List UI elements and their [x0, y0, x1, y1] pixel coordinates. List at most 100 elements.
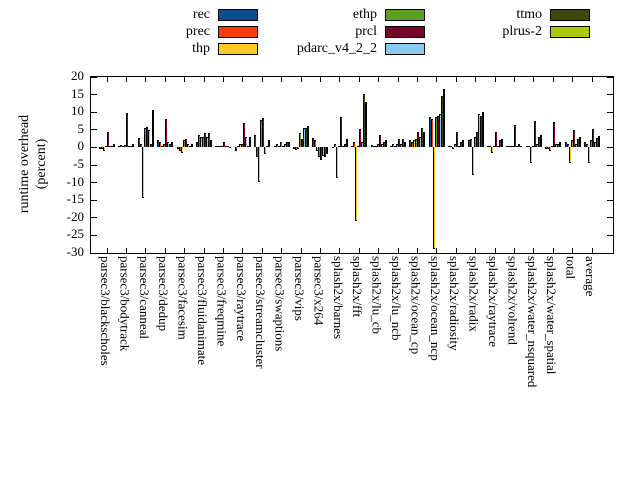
bar	[305, 128, 307, 148]
bar	[139, 143, 142, 148]
y-tick-mark	[607, 234, 613, 236]
legend-swatch	[218, 8, 258, 21]
x-tick-mark	[436, 248, 438, 253]
bar	[588, 147, 590, 163]
legend-swatch	[218, 25, 258, 38]
bar	[221, 145, 224, 148]
bar	[234, 147, 237, 151]
x-tick-mark	[261, 248, 263, 253]
bar	[171, 142, 174, 148]
bar	[242, 122, 245, 148]
y-tick-mark	[607, 111, 613, 113]
bar	[293, 147, 295, 150]
bar	[512, 145, 515, 148]
bar	[473, 136, 476, 148]
y-tick-mark	[607, 164, 613, 166]
bar	[506, 145, 509, 148]
bar	[514, 124, 517, 148]
bar	[307, 126, 309, 148]
bar	[495, 131, 497, 148]
bar	[594, 142, 596, 148]
x-tick-mark	[319, 77, 321, 82]
bar	[202, 136, 204, 148]
bar	[137, 137, 140, 148]
bar	[143, 128, 146, 148]
bar	[564, 142, 567, 148]
bar	[268, 140, 271, 148]
y-tick-label: 5	[77, 120, 85, 136]
bar	[277, 145, 280, 148]
y-tick-label: -30	[66, 244, 84, 259]
bar	[120, 144, 123, 148]
x-tick-mark	[455, 77, 457, 82]
x-tick-label: splash2x/lu_cb	[369, 256, 385, 334]
bar	[450, 145, 453, 148]
y-tick-label: 0	[77, 138, 85, 154]
x-tick-mark	[281, 77, 283, 82]
bar	[462, 140, 465, 148]
bar	[188, 145, 191, 148]
x-tick-mark	[455, 248, 457, 253]
bar	[351, 145, 354, 148]
x-tick-label: parsec3/bodytrack	[117, 256, 133, 352]
bar	[551, 145, 554, 148]
x-tick-mark	[591, 248, 593, 253]
bar	[590, 139, 592, 148]
bar	[398, 138, 400, 148]
bar	[533, 121, 536, 148]
x-tick-mark	[125, 77, 127, 82]
bar	[299, 133, 301, 148]
bar	[107, 131, 109, 148]
bar	[236, 145, 239, 148]
bar	[378, 135, 381, 148]
bar	[481, 112, 484, 148]
bar	[428, 117, 431, 148]
x-tick-mark	[339, 248, 341, 253]
bar	[400, 143, 402, 148]
x-tick-mark	[475, 248, 477, 253]
legend-entry-plrus-2: plrus-2	[440, 23, 590, 40]
bar	[343, 143, 346, 148]
x-tick-mark	[300, 248, 302, 253]
bar	[586, 143, 588, 148]
bar	[374, 145, 377, 148]
bar	[572, 129, 575, 148]
bar	[297, 147, 299, 150]
x-tick-mark	[552, 248, 554, 253]
bar	[331, 147, 334, 149]
bar	[353, 142, 356, 148]
bar	[390, 145, 392, 148]
bar	[376, 143, 379, 148]
bar	[525, 145, 528, 148]
y-tick-mark	[91, 129, 97, 131]
y-tick-mark	[607, 146, 613, 148]
legend-entry-rec: rec	[110, 6, 258, 23]
y-tick-label: -15	[66, 191, 84, 207]
x-tick-mark	[358, 77, 360, 82]
bar	[157, 140, 160, 148]
y-tick-label: 10	[71, 103, 84, 119]
bar	[402, 138, 404, 148]
bar	[285, 142, 288, 148]
bar	[394, 145, 396, 148]
bar	[417, 131, 420, 148]
x-tick-label: parsec3/raytrace	[233, 256, 249, 342]
x-tick-label: average	[583, 256, 598, 297]
bar	[529, 147, 532, 164]
bar	[182, 140, 185, 148]
legend-label: ethp	[352, 7, 377, 22]
y-tick-mark	[607, 76, 613, 78]
bar	[574, 143, 577, 148]
x-tick-mark	[397, 77, 399, 82]
y-tick-mark	[607, 199, 613, 201]
bar	[210, 140, 212, 148]
bar	[438, 113, 441, 148]
bar	[248, 136, 251, 148]
x-tick-label: splash2x/volrend	[505, 256, 521, 345]
legend-entry-ttmo: ttmo	[440, 6, 590, 23]
bar	[113, 143, 115, 148]
x-tick-label: parsec3/freqmine	[214, 256, 230, 347]
bar	[312, 137, 315, 148]
bar	[324, 147, 327, 158]
